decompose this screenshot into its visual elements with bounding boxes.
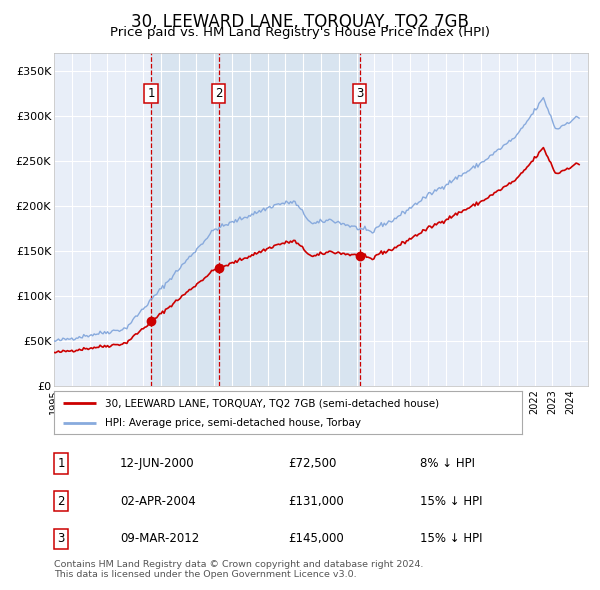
Text: 2: 2 <box>58 494 65 507</box>
Text: 3: 3 <box>356 87 364 100</box>
Text: £131,000: £131,000 <box>288 494 344 507</box>
Text: 02-APR-2004: 02-APR-2004 <box>120 494 196 507</box>
Text: 2: 2 <box>215 87 223 100</box>
Text: 8% ↓ HPI: 8% ↓ HPI <box>420 457 475 470</box>
Text: 1: 1 <box>147 87 155 100</box>
Text: 1: 1 <box>58 457 65 470</box>
Text: 15% ↓ HPI: 15% ↓ HPI <box>420 494 482 507</box>
Text: £72,500: £72,500 <box>288 457 337 470</box>
Text: 15% ↓ HPI: 15% ↓ HPI <box>420 532 482 545</box>
Text: Price paid vs. HM Land Registry's House Price Index (HPI): Price paid vs. HM Land Registry's House … <box>110 26 490 39</box>
Text: Contains HM Land Registry data © Crown copyright and database right 2024.
This d: Contains HM Land Registry data © Crown c… <box>54 560 424 579</box>
Text: 30, LEEWARD LANE, TORQUAY, TQ2 7GB: 30, LEEWARD LANE, TORQUAY, TQ2 7GB <box>131 13 469 31</box>
Text: 09-MAR-2012: 09-MAR-2012 <box>120 532 199 545</box>
Text: 3: 3 <box>58 532 65 545</box>
Text: £145,000: £145,000 <box>288 532 344 545</box>
Text: 30, LEEWARD LANE, TORQUAY, TQ2 7GB (semi-detached house): 30, LEEWARD LANE, TORQUAY, TQ2 7GB (semi… <box>106 398 440 408</box>
Text: 12-JUN-2000: 12-JUN-2000 <box>120 457 194 470</box>
Bar <box>218 53 360 386</box>
Text: HPI: Average price, semi-detached house, Torbay: HPI: Average price, semi-detached house,… <box>106 418 361 428</box>
Bar <box>151 53 218 386</box>
